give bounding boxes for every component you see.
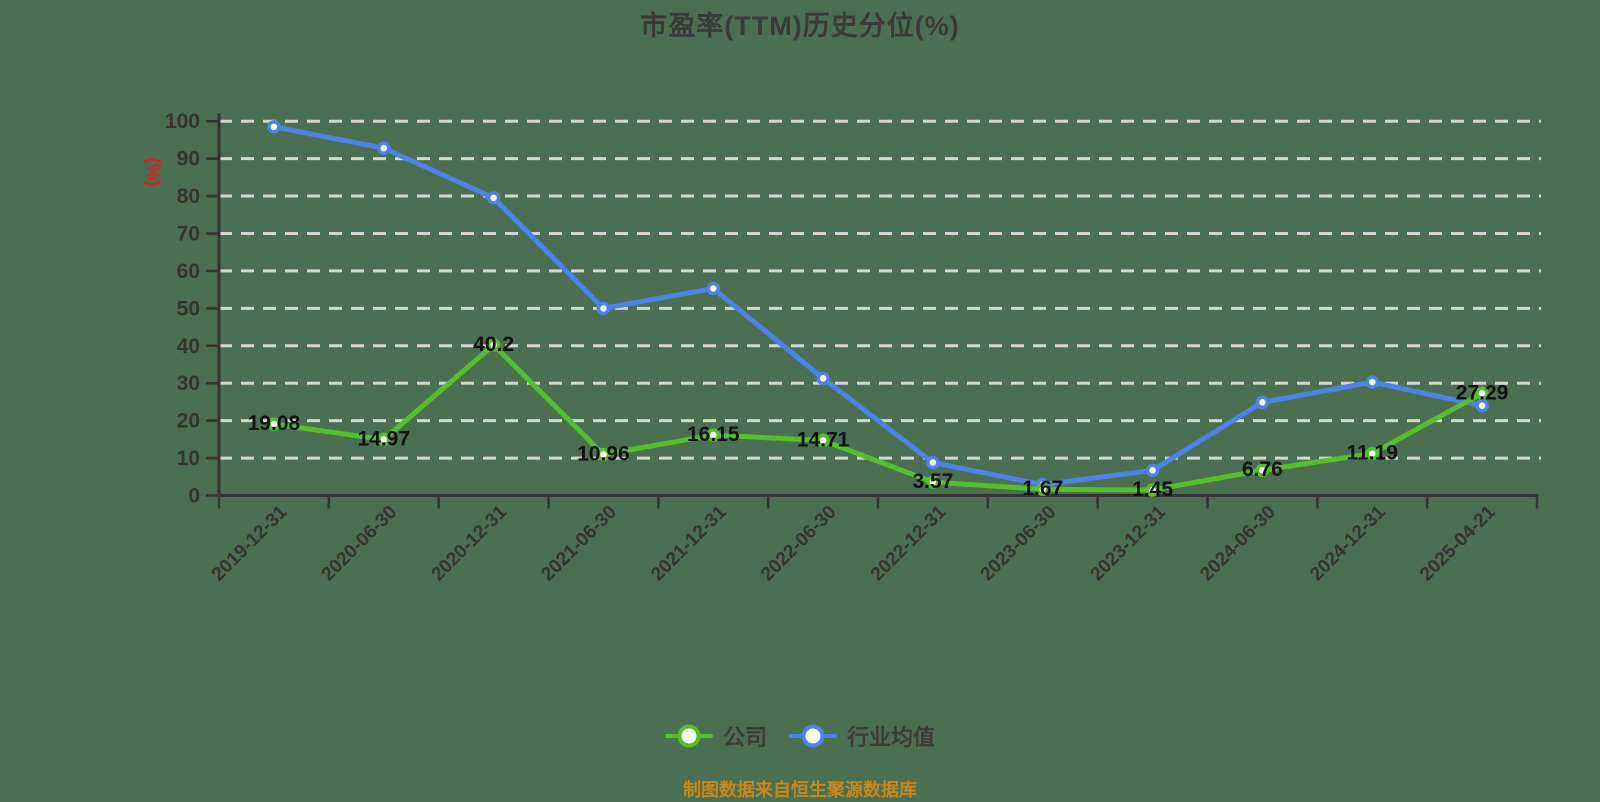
x-tick-label: 2023-06-30 [977,502,1061,586]
data-label: 19.08 [248,412,301,435]
company-data-point[interactable] [816,433,830,448]
data-label: 27.29 [1456,381,1509,404]
data-label: 16.15 [687,423,740,446]
y-tick-label: 0 [188,485,200,508]
industry-data-point[interactable] [596,301,611,316]
x-tick-label: 2022-12-31 [867,501,951,585]
industry-data-point[interactable] [816,371,830,386]
x-axis-labels: 2019-12-31 2020-06-30 2020-12-31 2021-06-30… [208,501,1500,585]
company-data-point[interactable] [596,447,611,462]
x-tick-label: 2024-06-30 [1196,502,1280,586]
y-tick-label: 40 [177,335,200,358]
industry-data-point[interactable] [1145,463,1160,478]
company-data-point[interactable] [486,338,501,352]
x-tick-label: 2020-12-31 [428,501,512,585]
data-label: 1.67 [1022,477,1063,500]
axes: 0 10 20 30 40 50 60 70 80 90 100 [165,110,1539,509]
industry-data-point[interactable] [1255,395,1270,410]
data-label: 1.45 [1132,478,1173,501]
x-tick-label: 2023-12-31 [1087,501,1171,585]
y-tick-label: 100 [165,110,200,133]
y-tick-label: 70 [177,222,200,245]
y-tick-label: 60 [177,260,200,283]
industry-data-point[interactable] [926,455,940,470]
legend-label-industry-average: 行业均值 [847,725,936,750]
x-tick-label: 2021-12-31 [647,501,731,585]
industry-series-line [271,124,1485,488]
legend-item-company[interactable]: 公司 [664,720,767,752]
company-data-point[interactable] [706,428,720,442]
y-tick-label: 10 [177,447,200,470]
data-label: 11.19 [1347,442,1398,465]
legend-label-company: 公司 [722,725,767,750]
company-data-point[interactable] [377,432,391,447]
company-data-point[interactable] [267,417,281,431]
data-label: 40.2 [473,333,514,356]
data-label: 6.76 [1242,458,1283,481]
data-label: 14.97 [357,427,410,450]
data-source-note: 制图数据来自恒生聚源数据库 [683,780,917,800]
industry-series [267,120,1489,492]
industry-data-point[interactable] [267,120,281,134]
industry-data-point[interactable] [486,191,501,205]
industry-data-point[interactable] [1475,398,1489,413]
legend: 公司 行业均值 [0,720,1600,752]
data-label: 10.96 [577,442,630,465]
company-series [267,338,1489,497]
company-data-point[interactable] [1145,483,1160,497]
company-data-labels: 19.08 14.97 40.2 10.96 16.15 14.71 3.57 1.67 1.4… [248,333,1509,501]
company-series-line [271,342,1485,493]
x-tick-label: 2019-12-31 [208,501,292,585]
company-series-marker-icon [664,723,713,749]
y-tick-label: 50 [177,297,200,320]
data-label: 14.71 [797,428,850,451]
company-data-point[interactable] [926,475,940,489]
x-tick-label: 2021-06-30 [537,502,621,586]
chart-title: 市盈率(TTM)历史分位(%) [640,11,960,41]
industry-data-point[interactable] [377,141,391,155]
y-tick-label: 80 [177,185,200,208]
x-tick-label: 2020-06-30 [318,502,402,586]
x-tick-label: 2024-12-31 [1306,501,1390,585]
industry-data-point[interactable] [706,281,720,296]
y-tick-label: 30 [177,372,200,395]
legend-item-industry-average[interactable]: 行业均值 [789,720,935,752]
y-tick-label: 90 [177,148,200,171]
x-tick-label: 2025-04-21 [1416,501,1500,585]
company-data-point[interactable] [1475,386,1489,401]
y-tick-label: 20 [177,410,200,433]
company-data-point[interactable] [1036,482,1050,496]
company-data-point[interactable] [1365,446,1379,461]
industry-series-marker-icon [789,723,837,749]
company-data-point[interactable] [1255,463,1270,477]
x-tick-label: 2022-06-30 [757,502,841,586]
industry-data-point[interactable] [1365,375,1379,389]
data-label: 3.57 [912,470,953,493]
